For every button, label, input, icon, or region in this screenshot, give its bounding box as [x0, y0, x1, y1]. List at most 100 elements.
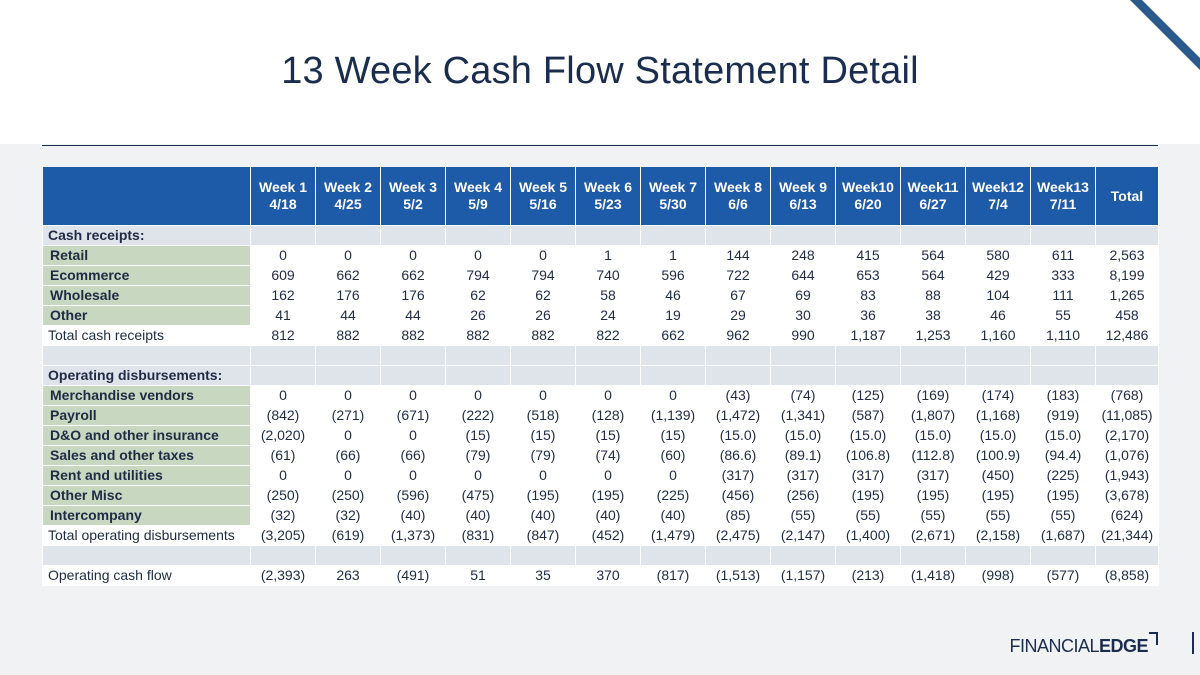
- row-label: Sales and other taxes: [42, 445, 251, 466]
- week-value: (15): [640, 425, 706, 446]
- week-value: (40): [380, 505, 446, 526]
- week-value: (450): [965, 465, 1031, 486]
- week-value: 812: [250, 325, 316, 346]
- week-value: (998): [965, 565, 1031, 586]
- cash-flow-table: Week 1 4/18 Week 2 4/25 Week 3 5/2 Week 4 5/9 We…: [42, 167, 1159, 586]
- week-value: (452): [575, 525, 641, 546]
- empty-cell: [1095, 545, 1159, 566]
- empty-cell: [250, 225, 316, 246]
- week-label: Week11: [907, 179, 959, 195]
- week-label: Week 4: [454, 179, 502, 195]
- total-value: (11,085): [1095, 405, 1159, 426]
- week-date: 7/4: [988, 196, 1008, 212]
- row-label: Operating cash flow: [42, 565, 251, 586]
- week-value: 55: [1030, 305, 1096, 326]
- week-value: 51: [445, 565, 511, 586]
- week-value: 26: [510, 305, 576, 326]
- empty-cell: [835, 345, 901, 366]
- week-date: 5/23: [594, 196, 622, 212]
- week-value: 653: [835, 265, 901, 286]
- week-value: 882: [315, 325, 381, 346]
- week-date: 6/27: [919, 196, 947, 212]
- week-value: (174): [965, 385, 1031, 406]
- week-value: (491): [380, 565, 446, 586]
- week-value: (195): [965, 485, 1031, 506]
- week-value: (40): [640, 505, 706, 526]
- empty-cell: [900, 345, 966, 366]
- section-header-row: Operating disbursements:: [42, 365, 1159, 386]
- week-value: (195): [1030, 485, 1096, 506]
- week-value: (15.0): [1030, 425, 1096, 446]
- empty-cell: [965, 545, 1031, 566]
- week-value: (183): [1030, 385, 1096, 406]
- empty-cell: [380, 545, 446, 566]
- week-date: 5/30: [659, 196, 687, 212]
- empty-cell: [965, 225, 1031, 246]
- week-value: (1,341): [770, 405, 836, 426]
- week-value: (106.8): [835, 445, 901, 466]
- empty-cell: [315, 365, 381, 386]
- empty-cell: [640, 365, 706, 386]
- corner-accent-mask: [1142, 0, 1200, 58]
- week-value: (2,158): [965, 525, 1031, 546]
- week-value: (85): [705, 505, 771, 526]
- week-value: (55): [900, 505, 966, 526]
- column-header-week: Week 2 4/25: [315, 167, 381, 226]
- week-value: 44: [315, 305, 381, 326]
- row-label: D&O and other insurance: [42, 425, 251, 446]
- week-value: (817): [640, 565, 706, 586]
- empty-cell: [510, 225, 576, 246]
- week-value: 0: [510, 385, 576, 406]
- empty-cell: [380, 365, 446, 386]
- header-corner-cell: [42, 167, 251, 226]
- week-value: (1,139): [640, 405, 706, 426]
- week-value: (2,147): [770, 525, 836, 546]
- week-value: (40): [510, 505, 576, 526]
- empty-cell: [575, 225, 641, 246]
- week-value: 0: [250, 465, 316, 486]
- table-row: Wholesale 162 176 176 62 62 58 46 67 69 83 88 104 111…: [42, 285, 1159, 306]
- table-row: Intercompany (32) (32) (40) (40) (40) (40) (40)…: [42, 505, 1159, 526]
- week-value: 0: [445, 465, 511, 486]
- empty-cell: [705, 345, 771, 366]
- row-label: Rent and utilities: [42, 465, 251, 486]
- empty-cell: [445, 345, 511, 366]
- row-label: Other: [42, 305, 251, 326]
- empty-cell: [380, 225, 446, 246]
- week-value: (61): [250, 445, 316, 466]
- week-value: (250): [315, 485, 381, 506]
- week-value: 162: [250, 285, 316, 306]
- week-value: 0: [315, 245, 381, 266]
- week-date: 6/20: [854, 196, 882, 212]
- week-label: Week 7: [649, 179, 697, 195]
- week-value: 564: [900, 245, 966, 266]
- week-value: (86.6): [705, 445, 771, 466]
- week-value: 19: [640, 305, 706, 326]
- week-value: 41: [250, 305, 316, 326]
- table-row: Payroll (842) (271) (671) (222) (518) (128) (1,…: [42, 405, 1159, 426]
- table-row: Sales and other taxes (61) (66) (66) (79) (79…: [42, 445, 1159, 466]
- week-value: 67: [705, 285, 771, 306]
- week-value: (317): [835, 465, 901, 486]
- week-value: 0: [445, 245, 511, 266]
- week-value: (112.8): [900, 445, 966, 466]
- week-value: 248: [770, 245, 836, 266]
- week-value: (256): [770, 485, 836, 506]
- logo-text-financial: FINANCIAL: [1009, 636, 1099, 656]
- week-value: (55): [965, 505, 1031, 526]
- week-value: 644: [770, 265, 836, 286]
- total-value: 8,199: [1095, 265, 1159, 286]
- title-divider: [42, 145, 1158, 146]
- column-header-week: Week11 6/27: [900, 167, 966, 226]
- week-value: (317): [770, 465, 836, 486]
- week-value: 104: [965, 285, 1031, 306]
- empty-cell: [1030, 545, 1096, 566]
- empty-cell: [445, 365, 511, 386]
- empty-cell: [640, 225, 706, 246]
- week-value: (15.0): [965, 425, 1031, 446]
- week-value: (225): [1030, 465, 1096, 486]
- empty-cell: [315, 225, 381, 246]
- week-value: 722: [705, 265, 771, 286]
- week-value: (213): [835, 565, 901, 586]
- week-value: 46: [640, 285, 706, 306]
